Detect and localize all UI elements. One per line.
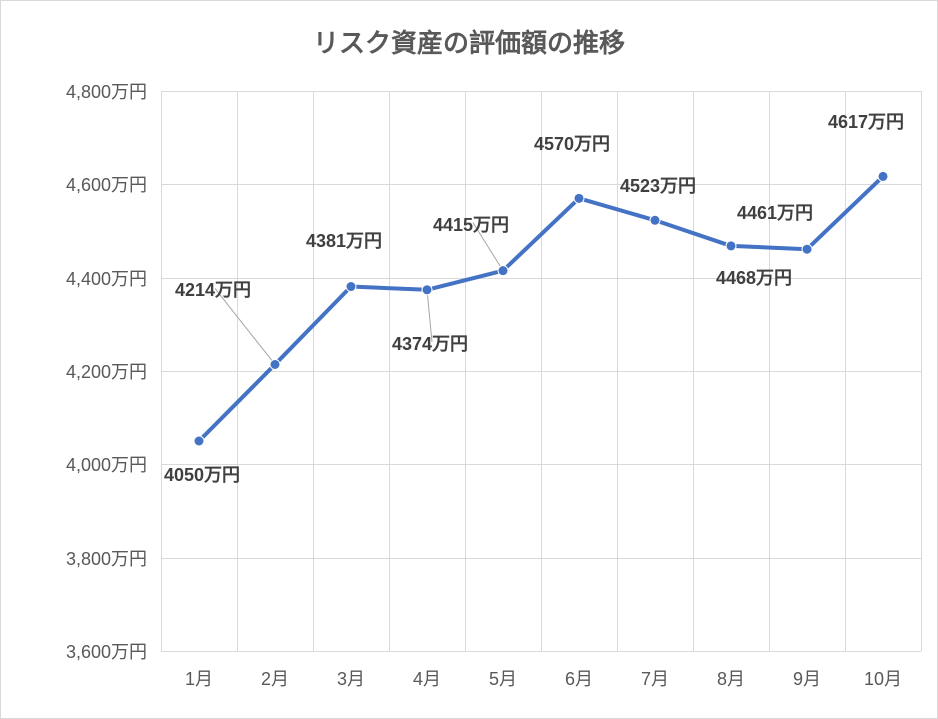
v-gridline (769, 91, 770, 651)
x-tick-label: 3月 (337, 665, 365, 691)
x-tick-label: 4月 (413, 665, 441, 691)
x-tick-label: 5月 (489, 665, 517, 691)
data-label: 4415万円 (433, 211, 509, 237)
v-gridline (617, 91, 618, 651)
x-tick-label: 9月 (793, 665, 821, 691)
y-tick-label: 3,800万円 (66, 545, 147, 571)
x-tick-label: 6月 (565, 665, 593, 691)
v-gridline (921, 91, 922, 651)
y-tick-label: 4,800万円 (66, 78, 147, 104)
y-tick-label: 3,600万円 (66, 638, 147, 664)
data-label: 4214万円 (175, 276, 251, 302)
data-marker (498, 266, 508, 276)
data-marker (194, 436, 204, 446)
y-tick-label: 4,000万円 (66, 451, 147, 477)
v-gridline (161, 91, 162, 651)
x-tick-label: 1月 (185, 665, 213, 691)
data-label: 4617万円 (828, 108, 904, 134)
v-gridline (313, 91, 314, 651)
chart-title: リスク資産の評価額の推移 (1, 23, 937, 60)
x-tick-label: 7月 (641, 665, 669, 691)
chart-container: リスク資産の評価額の推移 3,600万円 3,800万円 4,000万円 4,200万… (0, 0, 938, 719)
v-gridline (237, 91, 238, 651)
data-label: 4461万円 (737, 199, 813, 225)
data-marker (574, 193, 584, 203)
data-marker (346, 282, 356, 292)
data-marker (270, 359, 280, 369)
data-label: 4381万円 (306, 227, 382, 253)
x-tick-label: 10月 (864, 665, 902, 691)
y-tick-label: 4,200万円 (66, 358, 147, 384)
y-tick-label: 4,400万円 (66, 265, 147, 291)
data-label: 4523万円 (620, 172, 696, 198)
x-tick-label: 8月 (717, 665, 745, 691)
x-tick-label: 2月 (261, 665, 289, 691)
data-label: 4374万円 (392, 330, 468, 356)
data-label: 4050万円 (164, 461, 240, 487)
data-label: 4468万円 (716, 264, 792, 290)
v-gridline (465, 91, 466, 651)
plot-area (161, 91, 921, 651)
data-label: 4570万円 (534, 130, 610, 156)
h-gridline (161, 651, 921, 652)
v-gridline (541, 91, 542, 651)
data-marker (802, 244, 812, 254)
data-marker (422, 285, 432, 295)
data-marker (650, 215, 660, 225)
data-marker (878, 171, 888, 181)
data-marker (726, 241, 736, 251)
v-gridline (845, 91, 846, 651)
y-tick-label: 4,600万円 (66, 171, 147, 197)
v-gridline (389, 91, 390, 651)
